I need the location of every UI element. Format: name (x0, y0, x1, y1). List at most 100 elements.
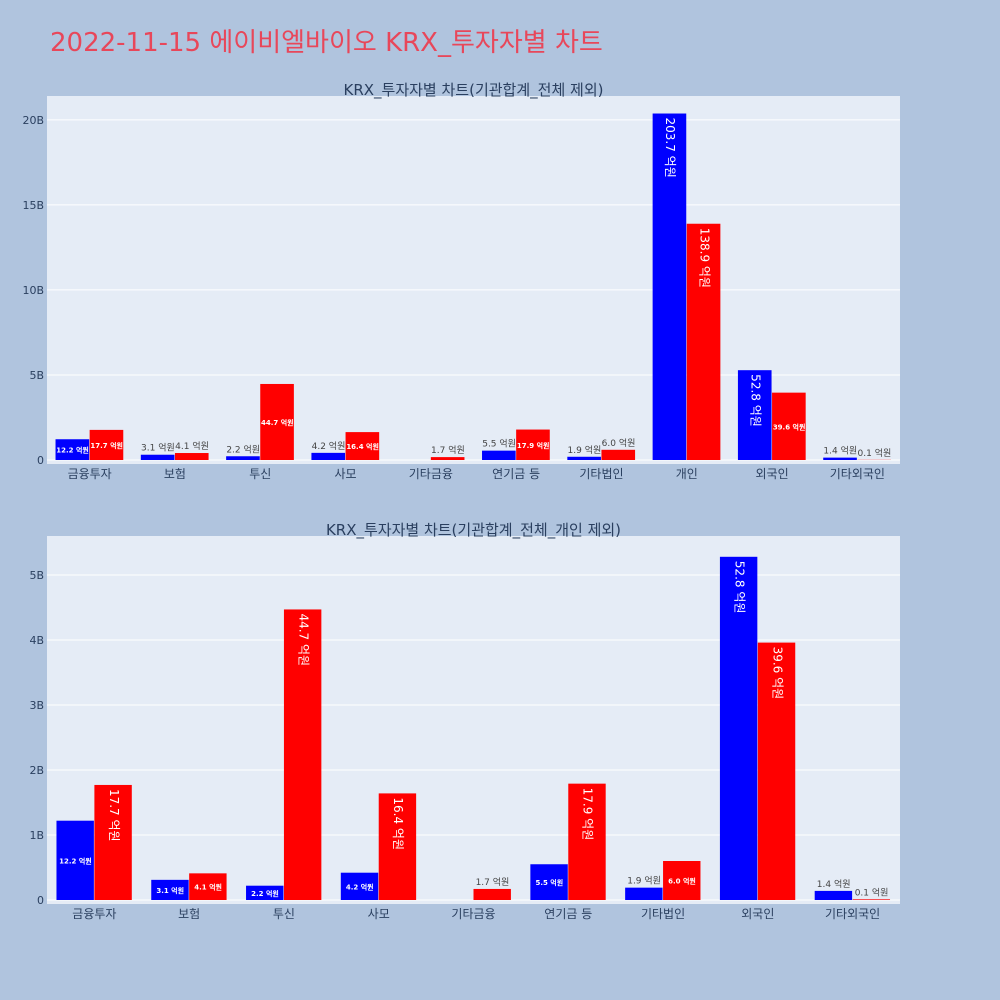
bar-value-label: 39.6 억원 (773, 422, 806, 431)
bar-value-label: 6.0 억원 (668, 877, 696, 886)
bar (283, 609, 322, 900)
bar (140, 454, 175, 460)
bar (174, 453, 209, 460)
bar-value-label: 52.8 억원 (748, 374, 762, 427)
category-label: 보험 (178, 907, 200, 921)
bar-value-label: 1.9 억원 (568, 444, 602, 456)
y-tick-label: 2B (29, 764, 44, 777)
bar (246, 885, 284, 900)
bar-value-label: 4.2 억원 (346, 882, 374, 891)
chart-2: KRX_투자자별 차트(기관합계_전체_개인 제외) 0 1B 2B 3B 4B 5B 금융투… (29, 521, 900, 921)
bar-value-label: 17.9 억원 (581, 788, 595, 841)
bar-value-label: 0.1 억원 (858, 447, 892, 459)
bar (663, 861, 701, 900)
bar (823, 457, 857, 460)
category-label: 사모 (335, 467, 357, 481)
bar-value-label: 203.7 억원 (663, 118, 677, 178)
bar-value-label: 17.7 억원 (107, 789, 121, 842)
bar-value-label: 2.2 억원 (251, 889, 279, 898)
y-tick-label: 3B (29, 699, 44, 712)
bar (226, 456, 260, 460)
bar (567, 456, 601, 460)
chart-title: KRX_투자자별 차트(기관합계_전체 제외) (344, 81, 604, 100)
bar-value-label: 138.9 억원 (697, 228, 711, 288)
bar-value-label: 4.1 억원 (175, 440, 209, 452)
bar (772, 392, 806, 460)
bar (652, 113, 687, 460)
bar (189, 873, 227, 900)
category-label: 연기금 등 (544, 907, 592, 921)
bar (482, 450, 516, 460)
chart-1: KRX_투자자별 차트(기관합계_전체 제외) 0 5B 10B 15B 20B 금융투자 1… (22, 81, 900, 481)
bar (473, 888, 511, 900)
bar (430, 457, 465, 460)
bar (757, 642, 796, 900)
bar-value-label: 4.2 억원 (312, 440, 346, 452)
category-label: 투신 (273, 907, 295, 921)
category-label: 개인 (676, 467, 698, 481)
bar (151, 879, 189, 900)
bar-value-label: 1.7 억원 (431, 444, 465, 456)
bar-value-label: 12.2 억원 (56, 446, 89, 455)
y-tick-label: 0 (37, 454, 44, 467)
bar-value-label: 1.4 억원 (823, 445, 857, 457)
category-label: 보험 (164, 467, 186, 481)
category-label: 투신 (249, 467, 271, 481)
bar-value-label: 12.2 억원 (59, 856, 92, 865)
bar (340, 872, 379, 900)
bar-value-label: 44.7 억원 (261, 418, 294, 427)
category-label: 기타외국인 (830, 467, 885, 481)
y-tick-label: 4B (29, 634, 44, 647)
bar-value-label: 44.7 억원 (296, 613, 310, 666)
bar (55, 439, 90, 460)
category-label: 기타법인 (641, 907, 685, 921)
bar-value-label: 5.5 억원 (482, 438, 516, 450)
bar (719, 556, 758, 900)
bar-value-label: 2.2 억원 (226, 443, 260, 455)
category-label: 사모 (368, 907, 390, 921)
category-label: 기타외국인 (825, 907, 880, 921)
bar (260, 383, 294, 460)
bar (601, 449, 636, 460)
y-tick-label: 5B (29, 369, 44, 382)
category-label: 기타법인 (579, 467, 623, 481)
bar-value-label: 17.7 억원 (90, 441, 123, 450)
bar-value-label: 1.7 억원 (476, 876, 510, 888)
category-label: 연기금 등 (492, 467, 540, 481)
y-tick-label: 0 (37, 894, 44, 907)
bar-value-label: 4.1 억원 (194, 883, 222, 892)
bar-value-label: 5.5 억원 (535, 878, 563, 887)
bar-value-label: 6.0 억원 (602, 437, 636, 449)
bar (94, 784, 132, 900)
bar (516, 429, 550, 460)
bar (686, 223, 721, 460)
bar (814, 890, 853, 900)
y-tick-label: 15B (22, 199, 44, 212)
bar-value-label: 3.1 억원 (156, 886, 184, 895)
bar-value-label: 1.9 억원 (627, 875, 661, 887)
y-tick-label: 5B (29, 569, 44, 582)
bar-value-label: 39.6 억원 (770, 647, 784, 700)
bar-value-label: 52.8 억원 (732, 561, 746, 614)
bar-value-label: 17.9 억원 (517, 441, 550, 450)
bar (378, 793, 417, 900)
bar (625, 887, 663, 900)
bar (530, 864, 568, 900)
category-label: 외국인 (741, 907, 774, 921)
bar (345, 432, 380, 460)
category-label: 기타금융 (409, 467, 453, 481)
bar (56, 820, 94, 900)
category-label: 금융투자 (72, 907, 116, 921)
bar (311, 452, 346, 460)
bar (737, 370, 772, 460)
y-tick-label: 20B (22, 114, 44, 127)
category-label: 기타금융 (451, 907, 495, 921)
chart-title: KRX_투자자별 차트(기관합계_전체_개인 제외) (326, 521, 621, 540)
bar (89, 429, 124, 460)
bar-value-label: 0.1 억원 (855, 886, 889, 898)
bar-value-label: 1.4 억원 (817, 878, 851, 890)
y-tick-label: 1B (29, 829, 44, 842)
bar-value-label: 16.4 억원 (346, 442, 379, 451)
bar-value-label: 3.1 억원 (141, 442, 175, 454)
